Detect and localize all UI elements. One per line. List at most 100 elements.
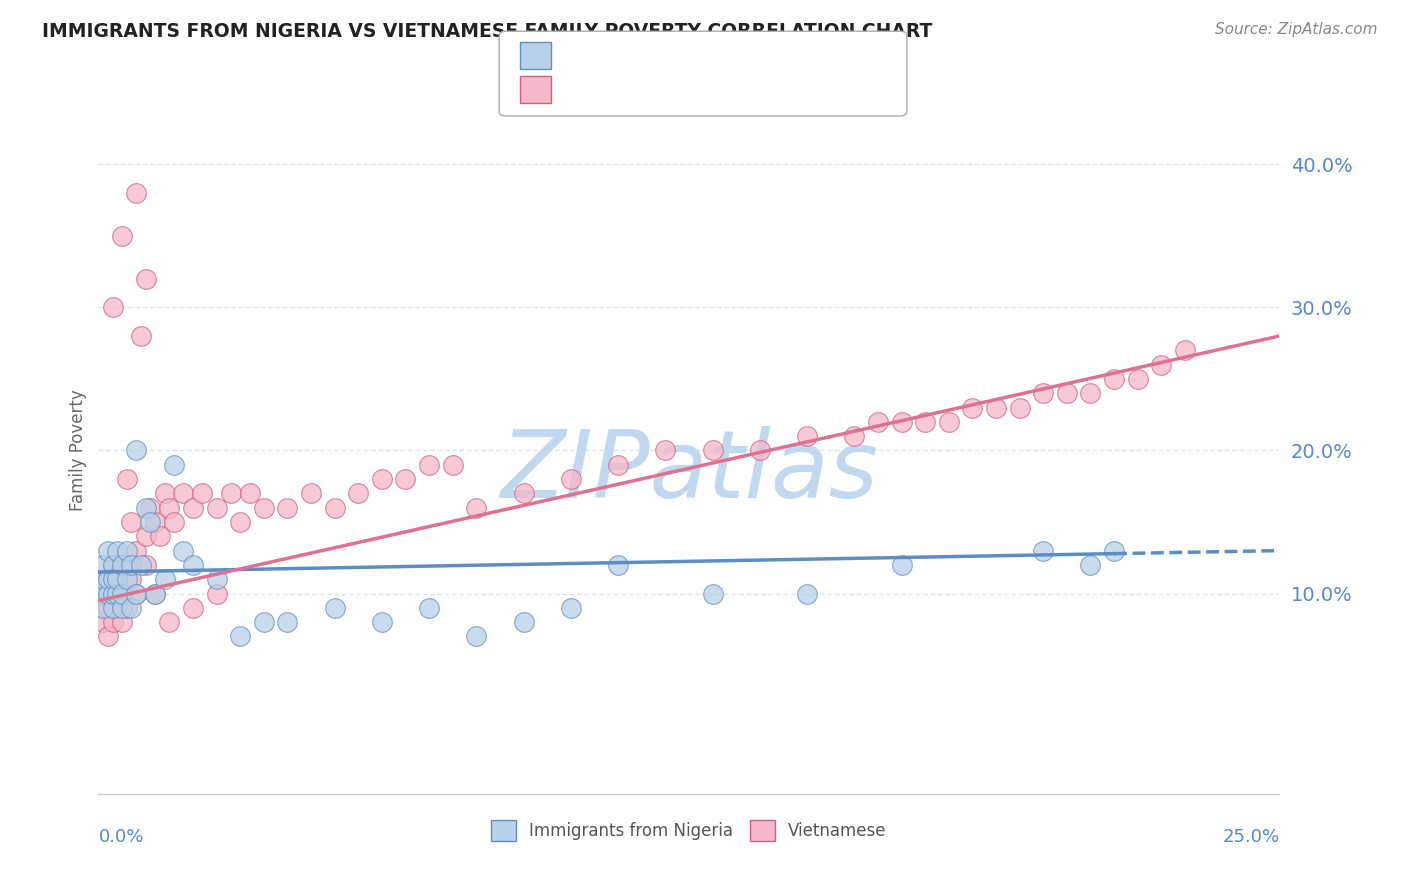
Point <box>135 500 157 515</box>
Point <box>219 486 242 500</box>
Point <box>105 600 128 615</box>
Point <box>172 543 194 558</box>
Point <box>323 600 346 615</box>
Point <box>90 586 112 600</box>
Point <box>125 586 148 600</box>
Point <box>111 615 134 630</box>
Point <box>115 572 138 586</box>
Point <box>101 586 124 600</box>
Point <box>111 600 134 615</box>
Point <box>229 630 252 644</box>
Point <box>702 443 724 458</box>
Point <box>205 500 228 515</box>
Point <box>844 429 866 443</box>
Point <box>91 586 114 600</box>
Point <box>172 486 194 500</box>
Point <box>914 415 936 429</box>
Point <box>125 443 148 458</box>
Point <box>560 600 582 615</box>
Point <box>323 500 346 515</box>
Point <box>149 529 172 543</box>
Point <box>163 458 186 472</box>
Point <box>962 401 984 415</box>
Point <box>205 586 228 600</box>
Point <box>111 558 134 572</box>
Point <box>890 415 912 429</box>
Point <box>347 486 370 500</box>
Point <box>253 615 276 630</box>
Point <box>97 572 120 586</box>
Point <box>101 572 124 586</box>
Point <box>1080 386 1102 401</box>
Point <box>97 630 120 644</box>
Point <box>129 329 152 343</box>
Point <box>111 228 134 243</box>
Point <box>115 600 138 615</box>
Point <box>181 600 204 615</box>
Point <box>205 572 228 586</box>
Point <box>91 600 114 615</box>
Text: N = 76: N = 76 <box>682 80 745 98</box>
Point <box>418 600 440 615</box>
Point <box>157 615 180 630</box>
Point <box>153 486 176 500</box>
Point <box>796 586 818 600</box>
Point <box>1174 343 1197 358</box>
Point <box>125 586 148 600</box>
Point <box>560 472 582 486</box>
Point <box>371 472 394 486</box>
Point <box>111 586 134 600</box>
Point <box>465 500 488 515</box>
Point <box>121 515 143 529</box>
Point <box>157 500 180 515</box>
Point <box>101 600 124 615</box>
Point <box>512 615 534 630</box>
Point <box>135 271 157 285</box>
Text: 0.0%: 0.0% <box>98 828 143 847</box>
Point <box>101 301 124 315</box>
Point <box>105 543 128 558</box>
Point <box>91 558 114 572</box>
Y-axis label: Family Poverty: Family Poverty <box>69 390 87 511</box>
Text: N = 48: N = 48 <box>682 46 745 64</box>
Point <box>105 572 128 586</box>
Point <box>512 486 534 500</box>
Point <box>748 443 770 458</box>
Point <box>139 515 162 529</box>
Point <box>181 558 204 572</box>
Point <box>139 500 162 515</box>
Point <box>121 572 143 586</box>
Point <box>101 558 124 572</box>
Point <box>121 558 143 572</box>
Text: ZIPatlas: ZIPatlas <box>501 425 877 516</box>
Point <box>1126 372 1149 386</box>
Point <box>191 486 214 500</box>
Legend: Immigrants from Nigeria, Vietnamese: Immigrants from Nigeria, Vietnamese <box>484 814 894 847</box>
Point <box>229 515 252 529</box>
Point <box>143 515 166 529</box>
Point <box>105 572 128 586</box>
Point <box>1102 543 1125 558</box>
Point <box>143 586 166 600</box>
Point <box>97 600 120 615</box>
Text: IMMIGRANTS FROM NIGERIA VS VIETNAMESE FAMILY POVERTY CORRELATION CHART: IMMIGRANTS FROM NIGERIA VS VIETNAMESE FA… <box>42 22 932 41</box>
Point <box>91 572 114 586</box>
Point <box>607 458 630 472</box>
Point <box>441 458 464 472</box>
Point <box>129 558 152 572</box>
Point <box>1032 543 1054 558</box>
Text: Source: ZipAtlas.com: Source: ZipAtlas.com <box>1215 22 1378 37</box>
Point <box>135 529 157 543</box>
Point <box>115 472 138 486</box>
Point <box>607 558 630 572</box>
Point <box>153 572 176 586</box>
Point <box>654 443 676 458</box>
Point <box>299 486 322 500</box>
Point <box>97 586 120 600</box>
Point <box>276 615 298 630</box>
Point <box>394 472 416 486</box>
Point <box>90 600 112 615</box>
Point <box>702 586 724 600</box>
Point <box>371 615 394 630</box>
Point <box>1150 358 1173 372</box>
